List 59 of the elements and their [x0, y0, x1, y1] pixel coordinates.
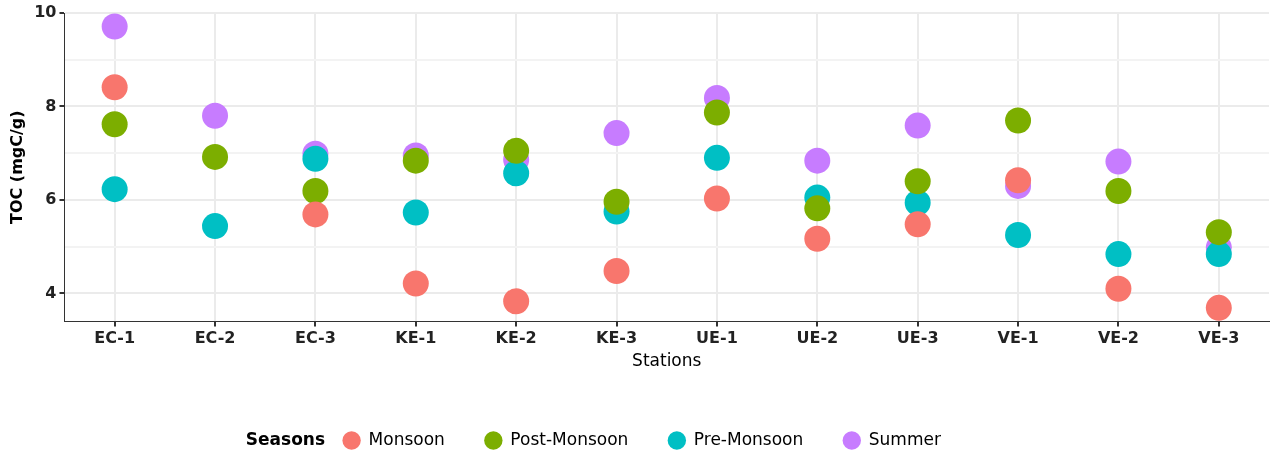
point [402, 199, 429, 226]
point [1005, 107, 1032, 134]
point [202, 102, 229, 129]
legend-label: Pre-Monsoon [693, 428, 804, 449]
point [703, 185, 730, 212]
point [804, 225, 831, 252]
x-tick-label: EC-3 [295, 328, 336, 348]
legend-label: Post-Monsoon [510, 428, 629, 449]
x-axis-title: Stations [632, 350, 702, 371]
point [101, 74, 128, 101]
point [703, 144, 730, 171]
point [904, 112, 931, 139]
point [101, 176, 128, 203]
point [904, 211, 931, 238]
point [804, 195, 831, 222]
point [603, 188, 630, 215]
point [1105, 178, 1132, 205]
point [1005, 167, 1032, 194]
y-tick-label: 4 [45, 282, 57, 302]
point [503, 137, 530, 164]
point [302, 145, 329, 172]
point [603, 257, 630, 284]
legend-label: Summer [868, 428, 941, 449]
legend-title: Seasons [245, 428, 326, 449]
point [101, 111, 128, 138]
point [1105, 241, 1132, 268]
x-tick-label: VE-3 [1198, 328, 1240, 348]
x-tick-label: KE-2 [495, 328, 537, 348]
x-tick-label: KE-3 [595, 328, 638, 348]
y-axis-title: TOC (mgC/g) [6, 110, 26, 225]
point [302, 178, 329, 205]
point [402, 147, 429, 174]
x-tick-label: VE-2 [1097, 328, 1139, 348]
point [503, 160, 530, 187]
legend-label: Monsoon [368, 428, 445, 449]
point [202, 213, 229, 240]
y-tick-label: 8 [45, 95, 57, 115]
point [302, 201, 329, 228]
y-tick-label: 10 [34, 2, 57, 22]
point [804, 147, 831, 174]
x-tick-label: UE-3 [896, 328, 939, 348]
point [1205, 294, 1232, 321]
x-tick-label: EC-2 [194, 328, 236, 348]
x-tick-label: VE-1 [997, 328, 1039, 348]
point [202, 143, 229, 170]
point [904, 168, 931, 195]
point [703, 99, 730, 126]
point [402, 270, 429, 297]
point [1105, 148, 1132, 175]
x-tick-label: KE-1 [395, 328, 437, 348]
point [101, 13, 128, 40]
point [1105, 275, 1132, 302]
x-tick-label: UE-2 [796, 328, 839, 348]
point [603, 120, 630, 147]
y-tick-label: 6 [45, 189, 57, 209]
x-tick-label: EC-1 [94, 328, 136, 348]
point [503, 288, 530, 315]
point [1005, 221, 1032, 248]
x-tick-label: UE-1 [696, 328, 738, 348]
